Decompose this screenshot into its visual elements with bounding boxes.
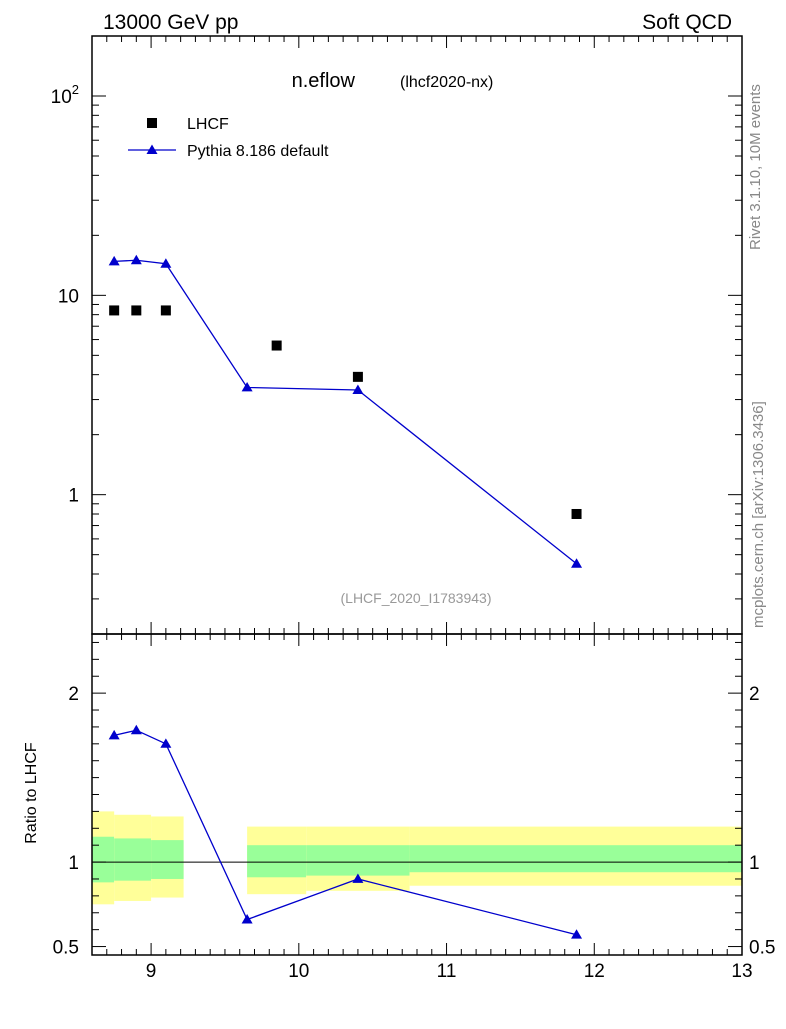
ratio-series-line-0 — [114, 729, 577, 936]
main-y-tick-label: 1 — [68, 486, 79, 507]
band-green-2 — [151, 840, 184, 879]
lhcf-data-point — [160, 305, 171, 316]
band-green-0 — [92, 836, 115, 883]
data-series-layer — [108, 254, 583, 939]
band-green-4 — [306, 845, 410, 876]
main-y-tick-label: 102 — [51, 82, 79, 108]
pythia-data-point — [108, 255, 120, 266]
ratio-y-tick-label-right: 1 — [749, 853, 760, 874]
lhcf-data-point — [131, 305, 142, 316]
pythia-data-point — [160, 258, 172, 268]
ratio-data-point — [108, 729, 120, 740]
lhcf-data-point — [109, 305, 120, 316]
pythia-data-point — [352, 384, 364, 394]
ratio-data-point — [160, 738, 172, 748]
axes-layer — [91, 35, 743, 956]
legend: LHCF Pythia 8.186 default — [128, 116, 329, 160]
source-info-label: mcplots.cern.ch [arXiv:1306.3436] — [750, 401, 767, 628]
lhcf-data-point — [352, 371, 363, 382]
main-y-tick-label: 10 — [58, 286, 79, 307]
generator-info-label: Rivet 3.1.10, 10M events — [747, 84, 764, 250]
ratio-data-point — [130, 724, 142, 735]
band-green-5 — [409, 845, 742, 873]
pythia-data-point — [571, 558, 583, 568]
x-tick-label: 9 — [146, 961, 157, 982]
energy-label: 13000 GeV pp — [103, 11, 238, 34]
main-title: n.eflow (lhcf2020-nx) — [292, 70, 494, 92]
ratio-data-point — [352, 873, 364, 883]
ratio-y-tick-label-left: 0.5 — [53, 938, 79, 959]
x-tick-label: 12 — [584, 961, 605, 982]
main-title-text: n.eflow — [292, 70, 356, 92]
band-green-1 — [114, 838, 152, 881]
legend-label-lhcf: LHCF — [187, 116, 229, 133]
process-label: Soft QCD — [642, 11, 732, 34]
x-tick-label: 13 — [731, 961, 752, 982]
ratio-y-tick-label-left: 2 — [68, 684, 79, 705]
x-tick-label: 11 — [437, 961, 457, 982]
ratio-y-axis-label: Ratio to LHCF — [23, 742, 40, 844]
analysis-label: (LHCF_2020_I1783943) — [341, 590, 492, 606]
ratio-y-tick-label-right: 2 — [749, 684, 760, 705]
lhcf-data-point — [571, 508, 582, 519]
ratio-y-tick-label-right: 0.5 — [749, 938, 775, 959]
legend-marker-lhcf — [147, 118, 157, 128]
ratio-y-tick-label-left: 1 — [68, 853, 79, 874]
band-green-3 — [247, 845, 307, 878]
lhcf-data-point — [271, 340, 282, 351]
ratio-data-point — [241, 914, 253, 924]
x-tick-label: 10 — [288, 961, 309, 982]
uncertainty-bands — [92, 811, 742, 905]
legend-label-pythia: Pythia 8.186 default — [187, 143, 329, 160]
main-series-line-1 — [114, 259, 577, 565]
pythia-data-point — [241, 381, 253, 392]
pythia-data-point — [130, 254, 142, 265]
main-subtitle-text: (lhcf2020-nx) — [400, 74, 493, 91]
legend-marker-pythia — [146, 144, 158, 154]
ratio-data-point — [571, 929, 583, 939]
